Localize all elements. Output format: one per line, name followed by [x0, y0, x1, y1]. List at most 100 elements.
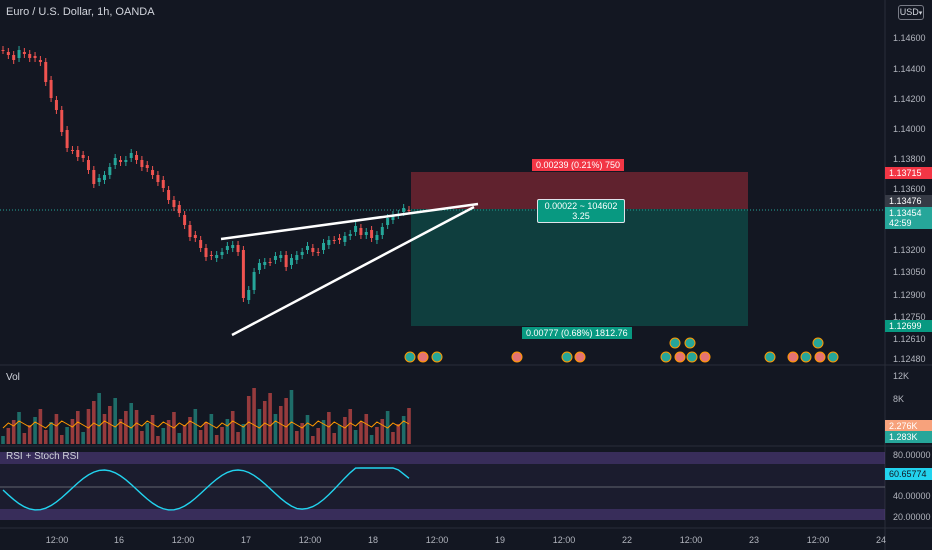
candle	[348, 234, 352, 236]
calendar-event-icon	[684, 337, 696, 349]
volume-bar	[343, 417, 347, 444]
calendar-event-icon	[561, 351, 573, 363]
volume-bar	[33, 417, 37, 444]
volume-bar	[150, 415, 155, 444]
volume-bar	[278, 406, 283, 444]
volume-bar	[1, 436, 5, 444]
candle	[354, 226, 358, 232]
risk-reward-line1: 0.00022 ~ 104602	[544, 201, 618, 211]
volume-bar	[369, 435, 374, 444]
candle	[38, 60, 42, 62]
volume-bar	[273, 414, 278, 444]
flag-us-icon	[699, 351, 711, 363]
candle	[135, 155, 139, 160]
time-tick: 22	[621, 535, 633, 545]
currency-button[interactable]: USD▾	[898, 5, 924, 20]
volume-bar	[380, 419, 385, 444]
calendar-event-icon	[669, 337, 681, 349]
price-tick: 1.13600	[893, 184, 926, 194]
flag-us-icon	[574, 351, 586, 363]
candle	[97, 178, 101, 182]
volume-bar	[252, 388, 256, 444]
candle	[231, 245, 235, 248]
candle	[215, 255, 219, 258]
price-tick: 1.14200	[893, 94, 926, 104]
candle	[60, 110, 64, 132]
candle	[167, 190, 171, 200]
candle	[306, 246, 309, 250]
trendline-lower	[231, 205, 475, 337]
rsi-tick: 20.00000	[893, 512, 931, 522]
candle	[407, 210, 411, 211]
calendar-event-icon	[404, 351, 416, 363]
time-tick: 12:00	[298, 535, 322, 545]
volume-bar	[311, 436, 315, 444]
flag-us-icon	[674, 351, 686, 363]
rsi-value-badge: 60.65774	[885, 468, 932, 480]
candle	[161, 180, 165, 188]
candle	[327, 240, 331, 245]
candle	[183, 215, 187, 225]
volume-bar	[375, 427, 379, 444]
volume-bar	[129, 403, 134, 444]
candle	[391, 215, 395, 220]
volume-bar	[268, 393, 272, 444]
volume-bar	[236, 432, 240, 444]
stop-loss-label[interactable]: 0.00239 (0.21%) 750	[532, 159, 625, 171]
candle	[295, 255, 299, 260]
price-tick: 1.13050	[893, 267, 926, 277]
volume-bar	[11, 420, 16, 444]
candle	[343, 236, 347, 242]
candle	[193, 235, 197, 238]
flag-us-icon	[511, 351, 523, 363]
time-tick: 17	[240, 535, 252, 545]
price-tick: 1.14400	[893, 64, 926, 74]
volume-bar	[316, 428, 320, 444]
volume-bar	[305, 415, 310, 444]
volume-bar	[49, 422, 53, 444]
volume-bar	[337, 425, 342, 444]
candle	[209, 255, 213, 256]
candle	[76, 150, 80, 157]
candle	[199, 240, 203, 248]
candle	[263, 262, 267, 265]
candle	[284, 255, 288, 267]
candle	[279, 255, 283, 258]
time-tick: 24	[875, 535, 887, 545]
candle	[81, 155, 85, 158]
volume-bar	[391, 432, 395, 444]
candle	[316, 252, 320, 253]
volume-bar	[289, 390, 294, 444]
volume-bar	[220, 427, 224, 444]
volume-bar	[113, 398, 117, 444]
candle	[108, 167, 112, 175]
candle	[322, 243, 326, 250]
volume-bar	[204, 422, 208, 444]
candle	[257, 263, 261, 270]
price-tick: 1.12610	[893, 334, 926, 344]
candle	[252, 272, 256, 290]
rsi-oversold-band	[0, 509, 885, 520]
time-tick: 19	[494, 535, 506, 545]
risk-reward-label[interactable]: 0.00022 ~ 104602 3.25	[537, 199, 625, 223]
candle	[92, 170, 96, 184]
candle	[151, 170, 155, 175]
trendline-upper	[220, 202, 479, 241]
candle	[338, 238, 342, 240]
candle	[156, 175, 160, 182]
candle	[375, 235, 379, 240]
price-tick: 1.12480	[893, 354, 926, 364]
candle	[225, 246, 229, 250]
candle	[300, 252, 304, 255]
candle	[268, 262, 272, 263]
take-profit-label[interactable]: 0.00777 (0.68%) 1812.76	[522, 327, 632, 339]
volume-bar	[327, 412, 331, 444]
volume-bar	[65, 427, 69, 444]
volume-bar	[225, 419, 230, 444]
volume-pane-label: Vol	[6, 372, 20, 383]
volume-bar	[118, 419, 123, 444]
time-tick: 12:00	[679, 535, 703, 545]
chevron-down-icon: ▾	[918, 10, 923, 17]
candle	[44, 62, 48, 82]
